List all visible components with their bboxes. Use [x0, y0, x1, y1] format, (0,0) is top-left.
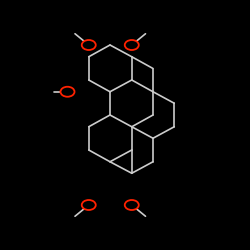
Ellipse shape: [125, 40, 139, 50]
Ellipse shape: [82, 40, 96, 50]
Ellipse shape: [125, 200, 139, 210]
Ellipse shape: [60, 87, 74, 97]
Ellipse shape: [82, 200, 96, 210]
